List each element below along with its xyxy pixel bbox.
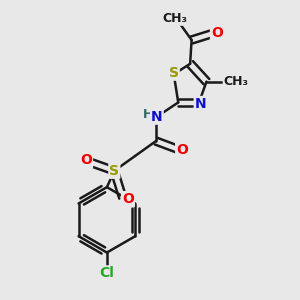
Text: O: O: [122, 192, 134, 206]
Text: S: S: [169, 66, 179, 80]
Text: Cl: Cl: [100, 266, 114, 280]
Text: O: O: [176, 143, 188, 157]
Text: CH₃: CH₃: [224, 75, 249, 88]
Text: N: N: [195, 97, 206, 111]
Text: N: N: [151, 110, 163, 124]
Text: H: H: [142, 108, 153, 121]
Text: CH₃: CH₃: [163, 12, 188, 25]
Text: S: S: [109, 164, 119, 178]
Text: O: O: [80, 153, 92, 167]
Text: O: O: [211, 26, 223, 40]
